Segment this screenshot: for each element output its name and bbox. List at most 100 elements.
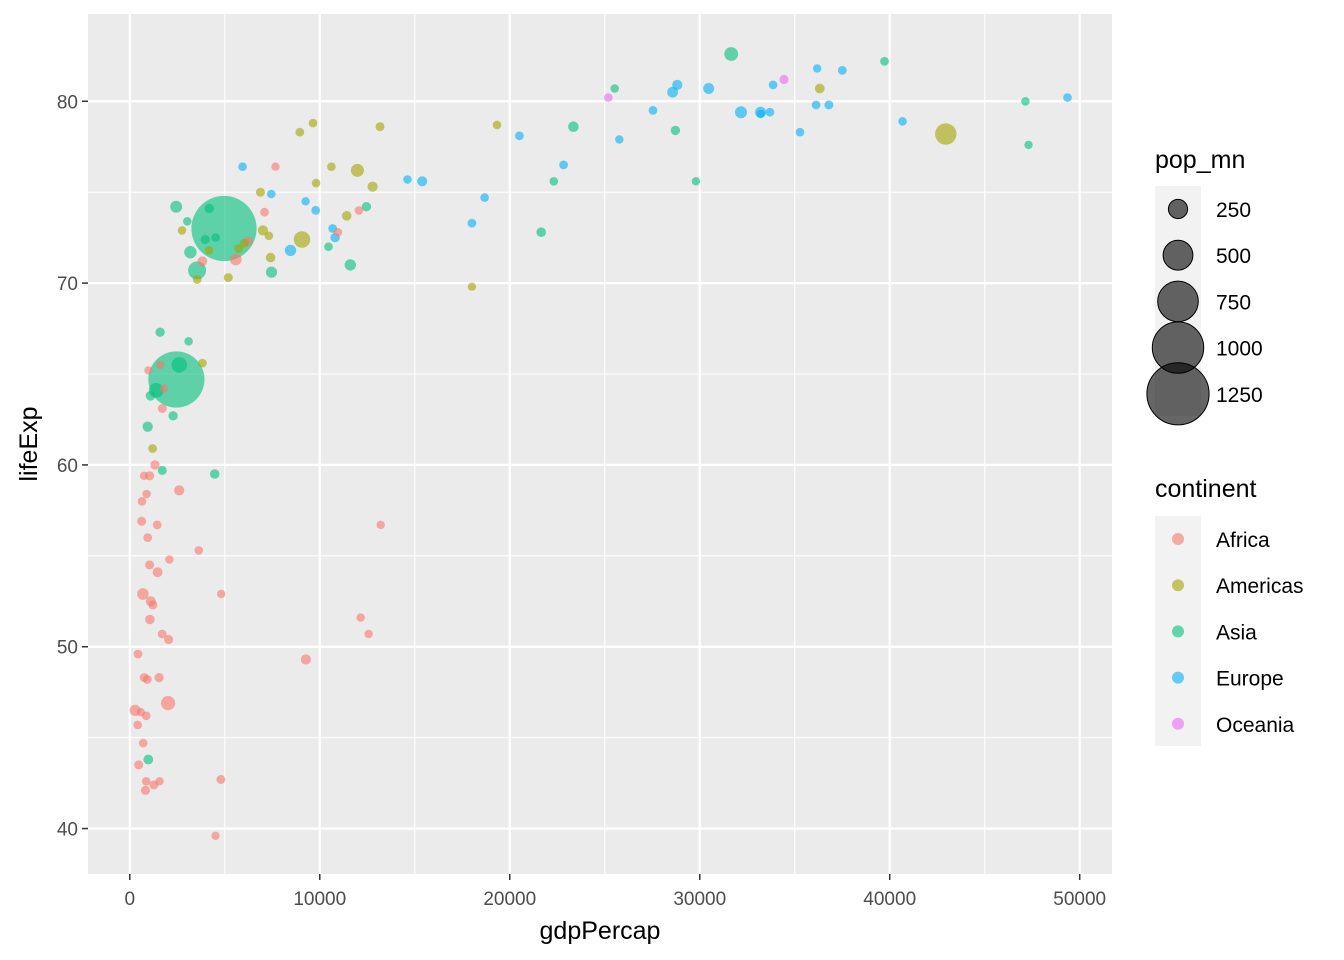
data-point <box>300 654 311 665</box>
data-point <box>255 187 265 197</box>
x-tick-label: 0 <box>125 889 136 910</box>
data-point <box>155 327 165 337</box>
data-point <box>265 266 278 278</box>
data-point <box>935 123 957 145</box>
data-point <box>341 211 352 221</box>
data-point <box>144 366 153 375</box>
data-point <box>184 246 197 259</box>
data-point <box>376 520 385 530</box>
data-point <box>824 100 834 110</box>
color-legend-label: Asia <box>1216 621 1257 644</box>
data-point <box>768 80 778 90</box>
data-point <box>211 233 220 242</box>
data-point <box>536 227 546 237</box>
data-point <box>257 225 268 236</box>
color-legend-key <box>1172 579 1184 592</box>
data-point <box>157 629 167 639</box>
color-legend-key <box>1172 625 1184 638</box>
data-point <box>837 66 847 75</box>
x-tick-label: 50000 <box>1053 889 1106 910</box>
data-point <box>145 391 156 401</box>
data-point <box>198 358 207 368</box>
data-point <box>568 121 579 132</box>
data-point <box>559 160 568 170</box>
y-tick-label: 80 <box>57 92 78 113</box>
data-point <box>143 754 154 765</box>
data-point <box>171 357 188 373</box>
size-legend-key <box>1162 239 1194 271</box>
size-legend-label: 250 <box>1216 199 1251 222</box>
size-legend-key <box>1157 280 1199 323</box>
data-point <box>152 567 163 578</box>
data-point <box>813 64 822 73</box>
data-point <box>1021 97 1030 106</box>
data-point <box>356 613 365 622</box>
data-point <box>141 777 151 786</box>
data-point <box>194 546 204 555</box>
color-legend-key <box>1172 533 1184 545</box>
data-point <box>880 56 889 66</box>
data-point <box>170 200 183 213</box>
data-point <box>765 107 775 117</box>
color-legend-key <box>1172 717 1184 730</box>
y-tick-label: 60 <box>57 456 78 477</box>
data-point <box>174 485 185 496</box>
data-point <box>204 203 214 214</box>
data-point <box>136 708 145 717</box>
data-point <box>211 831 220 840</box>
data-point <box>217 589 226 599</box>
data-point <box>549 177 559 186</box>
data-point <box>350 163 364 177</box>
legends: pop_mn 250 500 750 1000 1250 continent Afric… <box>1146 146 1304 746</box>
data-point <box>223 273 233 283</box>
data-point <box>367 181 378 192</box>
data-point <box>209 469 220 479</box>
data-point <box>238 162 247 171</box>
data-point <box>145 560 155 570</box>
y-tick-label: 40 <box>57 820 78 841</box>
data-point <box>691 177 701 186</box>
data-point <box>137 588 149 600</box>
size-legend-label: 1000 <box>1216 338 1263 361</box>
data-point <box>200 234 210 245</box>
data-point <box>327 162 336 171</box>
data-point <box>152 520 162 530</box>
y-axis-title: lifeExp <box>15 406 43 481</box>
data-point <box>155 777 164 786</box>
data-point <box>204 246 214 255</box>
axes: 0 10000 20000 30000 40000 50000 40 50 60 70 80 <box>57 92 1106 910</box>
grid-lines <box>88 14 1112 874</box>
color-legend-label: Americas <box>1216 575 1304 598</box>
data-point <box>344 259 356 271</box>
data-point <box>795 127 805 137</box>
data-point <box>480 193 489 202</box>
data-point <box>735 106 747 119</box>
x-tick-label: 10000 <box>293 889 346 910</box>
data-point <box>145 614 155 625</box>
data-point <box>156 360 165 370</box>
data-point <box>216 775 226 784</box>
data-point <box>239 238 249 248</box>
data-point <box>140 785 151 796</box>
data-point <box>157 404 167 413</box>
data-point <box>610 84 619 93</box>
data-point <box>492 120 502 130</box>
data-point <box>354 206 364 215</box>
data-point <box>142 489 151 499</box>
data-point <box>670 125 681 136</box>
data-point <box>134 760 144 770</box>
data-point <box>177 226 187 235</box>
color-legend-key <box>1172 671 1184 684</box>
data-point <box>133 720 142 730</box>
data-point <box>648 106 658 115</box>
data-point <box>515 131 524 141</box>
data-point <box>284 244 297 257</box>
data-point <box>467 282 477 291</box>
data-point <box>143 533 153 542</box>
data-point <box>364 629 373 639</box>
data-point <box>161 696 176 711</box>
size-legend-title: pop_mn <box>1155 146 1245 174</box>
color-legend-label: Europe <box>1216 668 1284 691</box>
data-point <box>260 207 269 217</box>
plot-panel <box>88 14 1112 874</box>
